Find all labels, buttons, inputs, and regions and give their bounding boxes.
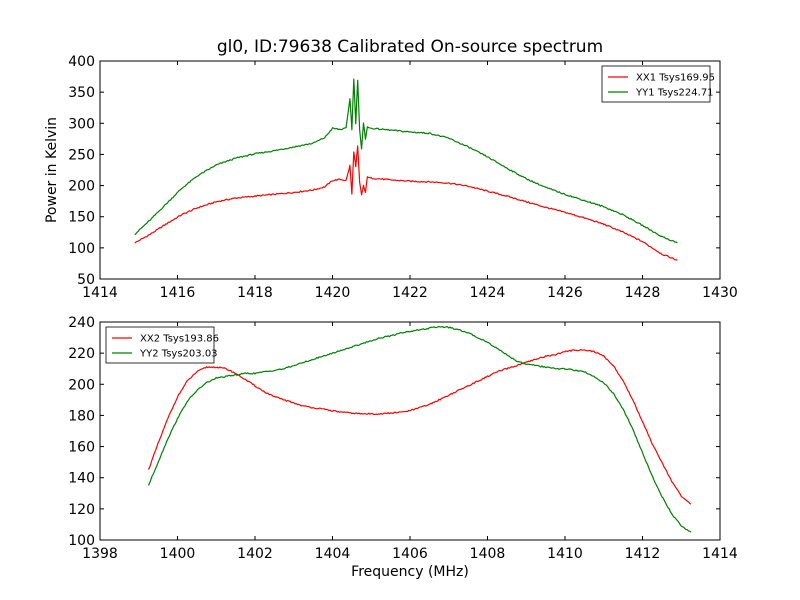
x-tick-label: 1414 [82,285,118,301]
y-tick-label: 200 [68,179,95,195]
x-tick-label: 1424 [470,285,506,301]
series-line-2-2 [147,325,692,533]
x-tick-label: 1400 [160,546,196,562]
figure-title: gl0, ID:79638 Calibrated On-source spect… [217,37,603,57]
legend-label: YY2 Tsys203.03 [139,349,218,360]
x-tick-label: 1404 [315,546,351,562]
x-tick-label: 1402 [237,546,273,562]
x-tick-label: 1422 [392,285,428,301]
y-tick-label: 150 [68,210,95,226]
x-tick-label: 1416 [160,285,196,301]
y-tick-label: 250 [68,147,95,163]
legend-label: XX2 Tsys193.86 [140,334,219,345]
series-line-1-1 [134,145,678,261]
x-tick-label: 1420 [315,285,351,301]
y-tick-label: 350 [68,85,95,101]
y-tick-label: 200 [68,377,95,393]
top-subplot: 1414 1416 1418 1420 1422 1424 1426 1428 1430 50 10… [44,54,738,301]
x-axis-label: Frequency (MHz) [351,564,469,580]
legend-label: YY1 Tsys224.71 [635,88,714,99]
y-tick-label: 220 [68,346,95,362]
x-tick-label: 1408 [470,546,506,562]
x-tick-label: 1418 [237,285,273,301]
legend-box [601,65,711,103]
y-tick-label: 300 [68,116,95,132]
y-tick-label: 160 [68,440,95,456]
legend-label: XX1 Tsys169.95 [636,73,715,84]
y-tick-label: 240 [68,315,95,331]
y-tick-label: 100 [68,241,95,257]
y-tick-label: 120 [68,502,95,518]
series-group [134,78,678,261]
x-tick-label: 1430 [702,285,738,301]
legend: XX1 Tsys169.95 YY1 Tsys224.71 [601,65,715,103]
series-line-1-2 [134,78,678,244]
y-tick-label: 400 [68,54,95,70]
x-tick-label: 1398 [82,546,118,562]
legend: XX2 Tsys193.86 YY2 Tsys203.03 [105,326,219,364]
y-tick-label: 140 [68,471,95,487]
y-tick-label: 180 [68,408,95,424]
bottom-subplot: 1398 1400 1402 1404 1406 1408 1410 1412 1414 100 1… [68,315,738,580]
y-axis-label: Power in Kelvin [44,117,60,223]
series-group [147,325,692,533]
x-tick-label: 1410 [547,546,583,562]
x-tick-label: 1426 [547,285,583,301]
x-tick-label: 1428 [625,285,661,301]
y-tick-label: 100 [68,533,95,549]
legend-box [105,326,215,364]
x-tick-label: 1406 [392,546,428,562]
x-tick-label: 1412 [625,546,661,562]
y-tick-label: 50 [77,272,95,288]
x-tick-label: 1414 [702,546,738,562]
